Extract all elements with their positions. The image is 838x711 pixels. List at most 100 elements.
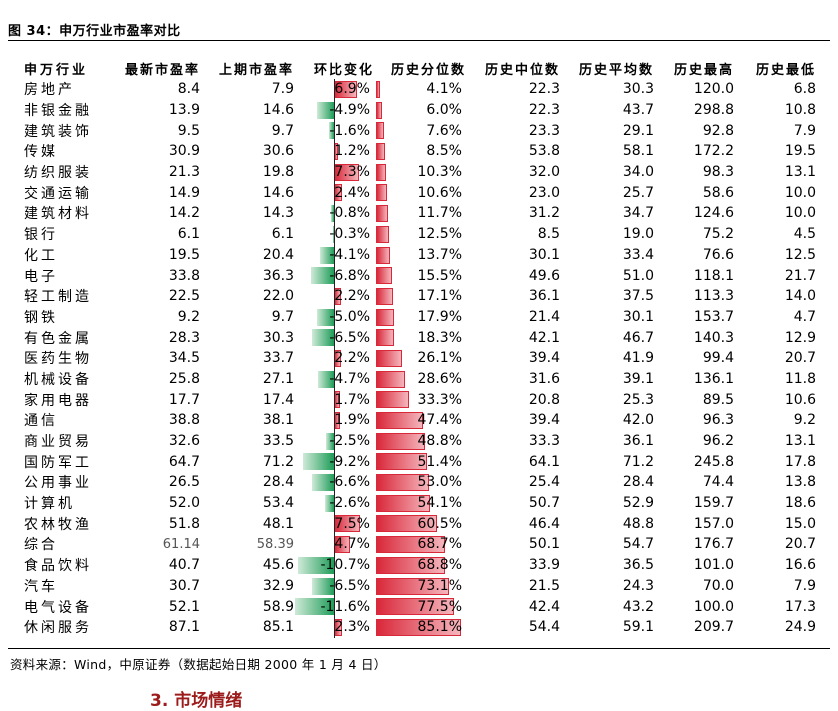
median-cell: 50.7: [528, 495, 560, 512]
industry-cell: 汽车: [24, 578, 58, 595]
percentile-bar: [376, 577, 450, 595]
mean-cell: 36.5: [622, 557, 654, 574]
percentile-label: 54.1%: [417, 495, 462, 512]
prev-pe-cell: 58.39: [256, 536, 294, 552]
percentile-label: 13.7%: [417, 246, 462, 263]
high-cell: 113.3: [693, 288, 734, 305]
median-cell: 30.1: [528, 246, 560, 263]
industry-cell: 机械设备: [24, 371, 92, 388]
change-label: -1.6%: [329, 122, 370, 139]
change-bar-negative: [325, 432, 334, 450]
median-cell: 50.1: [528, 536, 560, 553]
pe-comparison-table: 申万行业 最新市盈率 上期市盈率 环比变化 历史分位数 历史中位数 历史平均数 …: [24, 57, 818, 638]
change-bar-negative: [317, 308, 334, 326]
change-bar-negative: [332, 225, 334, 243]
prev-pe-cell: 27.1: [262, 370, 294, 387]
change-zero-axis: [334, 389, 335, 410]
percentile-bar: [376, 184, 387, 202]
industry-cell: 交通运输: [24, 185, 92, 202]
latest-pe-cell: 22.5: [168, 288, 200, 305]
header-mean: 历史平均数: [578, 62, 654, 78]
industry-cell: 休闲服务: [24, 620, 92, 637]
high-cell: 99.4: [702, 350, 734, 367]
industry-cell: 轻工制造: [24, 289, 92, 306]
latest-pe-cell: 51.8: [168, 515, 200, 532]
change-cell: 2.2%: [296, 347, 376, 369]
mean-cell: 29.1: [622, 122, 654, 139]
mean-cell: 39.1: [622, 370, 654, 387]
latest-pe-cell: 28.3: [168, 329, 200, 346]
change-label: -6.5%: [329, 329, 370, 346]
median-cell: 8.5: [537, 226, 560, 243]
high-cell: 98.3: [702, 164, 734, 181]
table-body: 房地产 8.4 7.9 6.9% 4.1% 22.3 30.3 120.0 6.8 非银金融 13.…: [24, 79, 818, 638]
change-zero-axis: [334, 182, 335, 204]
median-cell: 32.0: [528, 164, 560, 181]
change-cell: -6.5%: [296, 575, 376, 597]
low-cell: 10.0: [784, 184, 816, 201]
percentile-cell: 11.7%: [376, 203, 468, 224]
percentile-bar: [376, 225, 389, 243]
latest-pe-cell: 32.6: [168, 433, 200, 450]
change-label: -4.1%: [329, 246, 370, 263]
high-cell: 120.0: [693, 81, 734, 98]
industry-cell: 国防军工: [24, 454, 92, 471]
industry-cell: 电子: [24, 268, 58, 285]
percentile-label: 10.6%: [417, 184, 462, 201]
percentile-label: 18.3%: [417, 329, 462, 346]
change-zero-axis: [334, 368, 335, 390]
percentile-bar: [376, 81, 381, 98]
percentile-label: 85.1%: [417, 619, 462, 636]
prev-pe-cell: 14.6: [262, 184, 294, 201]
change-cell: 2.4%: [296, 182, 376, 204]
median-cell: 23.0: [528, 184, 560, 201]
change-cell: 4.7%: [296, 534, 376, 555]
prev-pe-cell: 20.4: [262, 246, 294, 263]
mean-cell: 58.1: [622, 143, 654, 160]
industry-cell: 建筑装饰: [24, 123, 92, 140]
change-cell: 1.7%: [296, 389, 376, 410]
latest-pe-cell: 14.9: [168, 184, 200, 201]
change-zero-axis: [334, 616, 335, 638]
percentile-cell: 6.0%: [376, 100, 468, 121]
mean-cell: 33.4: [622, 246, 654, 263]
prev-pe-cell: 28.4: [262, 474, 294, 491]
low-cell: 11.8: [784, 370, 816, 387]
low-cell: 10.6: [784, 391, 816, 408]
prev-pe-cell: 45.6: [262, 557, 294, 574]
change-cell: -6.8%: [296, 265, 376, 286]
change-label: -6.5%: [329, 577, 370, 594]
change-zero-axis: [334, 451, 335, 473]
high-cell: 96.2: [702, 433, 734, 450]
median-cell: 21.5: [528, 577, 560, 594]
table-row: 有色金属 28.3 30.3 -6.5% 18.3% 42.1 46.7 140.3 12.9: [24, 327, 818, 348]
change-label: 2.4%: [334, 184, 370, 201]
low-cell: 10.8: [784, 102, 816, 119]
low-cell: 10.0: [784, 205, 816, 222]
change-label: 1.2%: [334, 143, 370, 160]
table-row: 医药生物 34.5 33.7 2.2% 26.1% 39.4 41.9 99.4 20.7: [24, 347, 818, 369]
change-label: -4.7%: [329, 370, 370, 387]
change-label: 2.3%: [334, 619, 370, 636]
percentile-label: 6.0%: [426, 102, 462, 119]
percentile-label: 28.6%: [417, 370, 462, 387]
high-cell: 70.0: [702, 577, 734, 594]
percentile-bar: [376, 287, 394, 305]
latest-pe-cell: 6.1: [177, 226, 200, 243]
low-cell: 17.8: [784, 453, 816, 470]
mean-cell: 59.1: [622, 619, 654, 636]
industry-cell: 通信: [24, 413, 58, 430]
prev-pe-cell: 14.3: [262, 205, 294, 222]
table-row: 汽车 30.7 32.9 -6.5% 73.1% 21.5 24.3 70.0 7.9: [24, 575, 818, 597]
prev-pe-cell: 30.6: [262, 143, 294, 160]
change-label: 1.7%: [334, 391, 370, 408]
prev-pe-cell: 6.1: [271, 226, 294, 243]
change-label: -6.6%: [329, 474, 370, 491]
industry-cell: 钢铁: [24, 309, 58, 326]
high-cell: 96.3: [702, 412, 734, 429]
latest-pe-cell: 38.8: [168, 412, 200, 429]
change-zero-axis: [334, 472, 335, 493]
high-cell: 245.8: [693, 453, 734, 470]
latest-pe-cell: 21.3: [168, 164, 200, 181]
low-cell: 14.0: [784, 288, 816, 305]
